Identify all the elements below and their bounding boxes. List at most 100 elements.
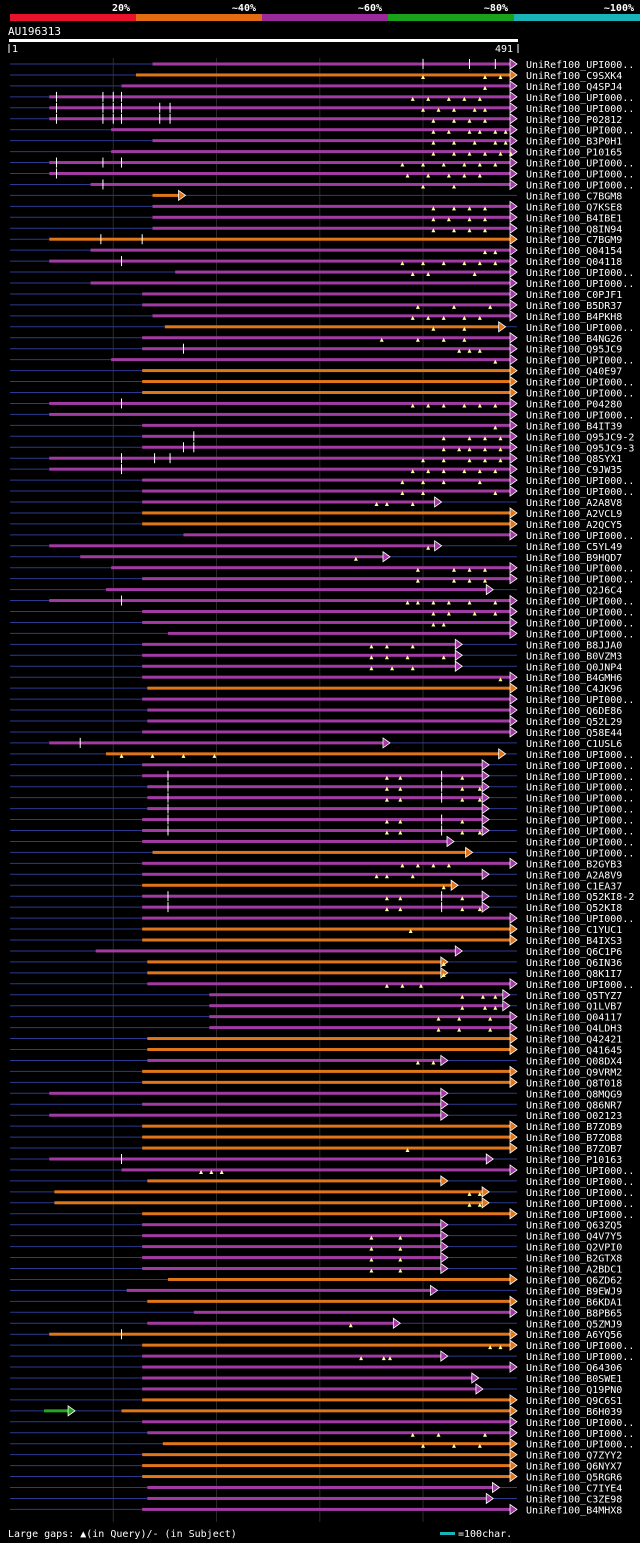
hit-name[interactable]: UniRef100_B9HQD7 <box>526 553 622 564</box>
hit-row[interactable]: UniRef100_P10163 <box>10 1153 622 1166</box>
hit-row[interactable]: UniRef100_Q8T018 <box>10 1076 622 1089</box>
hit-name[interactable]: UniRef100_Q86NR7 <box>526 1100 622 1111</box>
hit-row[interactable]: UniRef100_B4NG26 <box>10 331 622 345</box>
hit-row[interactable]: UniRef100_C1USL6 <box>10 737 622 750</box>
hit-row[interactable]: UniRef100_UPI000.. <box>10 780 634 794</box>
hit-row[interactable]: UniRef100_Q7ZYY2 <box>10 1448 622 1462</box>
hit-row[interactable]: UniRef100_UPI000.. <box>10 485 634 498</box>
hit-row[interactable]: UniRef100_Q5TYZ7 <box>10 988 622 1002</box>
hit-name[interactable]: UniRef100_Q08DX4 <box>526 1056 622 1067</box>
hit-name[interactable]: UniRef100_B4PKH8 <box>526 312 622 323</box>
hit-name[interactable]: UniRef100_A2QCY5 <box>526 520 622 531</box>
hit-row[interactable]: UniRef100_Q5ZMJ9 <box>10 1317 622 1330</box>
hit-name[interactable]: UniRef100_UPI000.. <box>526 378 634 389</box>
hit-row[interactable]: UniRef100_Q64306 <box>10 1361 622 1374</box>
hit-row[interactable]: UniRef100_A2A8V9 <box>10 868 622 881</box>
hit-name[interactable]: UniRef100_UPI000.. <box>526 268 634 279</box>
hit-row[interactable]: UniRef100_UPI000.. <box>10 769 634 783</box>
hit-row[interactable]: UniRef100_B9EWJ9 <box>10 1284 622 1297</box>
hit-row[interactable]: UniRef100_UPI000.. <box>10 616 634 629</box>
hit-row[interactable]: UniRef100_UPI000.. <box>10 529 634 542</box>
hit-row[interactable]: UniRef100_C5YL49 <box>10 540 622 553</box>
hit-row[interactable]: UniRef100_Q6IN36 <box>10 956 622 969</box>
hit-name[interactable]: UniRef100_B0SWE1 <box>526 1374 622 1385</box>
hit-name[interactable]: UniRef100_UPI000.. <box>526 772 634 783</box>
hit-name[interactable]: UniRef100_UPI000.. <box>526 1199 634 1210</box>
hit-name[interactable]: UniRef100_UPI000.. <box>526 389 634 400</box>
hit-row[interactable]: UniRef100_UPI000.. <box>10 123 634 137</box>
hit-row[interactable]: UniRef100_Q7KSE8 <box>10 200 622 213</box>
hit-row[interactable]: UniRef100_Q58E44 <box>10 726 622 739</box>
hit-row[interactable]: UniRef100_Q52KI8-2 <box>10 890 634 903</box>
hit-name[interactable]: UniRef100_UPI000.. <box>526 1440 634 1451</box>
hit-name[interactable]: UniRef100_B3P0H1 <box>526 137 622 148</box>
hit-name[interactable]: UniRef100_Q58E44 <box>526 728 622 739</box>
hit-row[interactable]: UniRef100_B4GMH6 <box>10 671 622 684</box>
hit-row[interactable]: UniRef100_Q9C6S1 <box>10 1394 622 1407</box>
hit-row[interactable]: UniRef100_UPI000.. <box>10 408 634 421</box>
hit-row[interactable]: UniRef100_UPI000.. <box>10 835 634 848</box>
hit-name[interactable]: UniRef100_UPI000.. <box>526 487 634 498</box>
hit-row[interactable]: UniRef100_B6H039 <box>10 1405 622 1418</box>
hit-name[interactable]: UniRef100_UPI000.. <box>526 1188 634 1199</box>
hit-name[interactable]: UniRef100_UPI000.. <box>526 608 634 619</box>
hit-row[interactable]: UniRef100_UPI000.. <box>10 1350 634 1363</box>
hit-row[interactable]: UniRef100_Q63ZQ5 <box>10 1218 622 1232</box>
hit-name[interactable]: UniRef100_UPI000.. <box>526 279 634 290</box>
hit-row[interactable]: UniRef100_Q6DE86 <box>10 704 622 717</box>
hit-row[interactable]: UniRef100_C9SXK4 <box>10 69 622 82</box>
hit-name[interactable]: UniRef100_Q8K1I7 <box>526 969 622 980</box>
hit-name[interactable]: UniRef100_B4MHX8 <box>526 1505 622 1516</box>
hit-name[interactable]: UniRef100_UPI000.. <box>526 783 634 794</box>
hit-row[interactable]: UniRef100_UPI000.. <box>10 375 634 389</box>
hit-row[interactable]: UniRef100_C1EA37 <box>10 879 622 892</box>
hit-name[interactable]: UniRef100_UPI000.. <box>526 805 634 816</box>
hit-name[interactable]: UniRef100_A2BDC1 <box>526 1265 622 1276</box>
hit-row[interactable]: UniRef100_Q08DX4 <box>10 1054 622 1067</box>
hit-row[interactable]: UniRef100_B4IXS3 <box>10 934 622 947</box>
hit-name[interactable]: UniRef100_B8JJA0 <box>526 640 622 651</box>
hit-name[interactable]: UniRef100_Q0JNP4 <box>526 662 622 673</box>
hit-name[interactable]: UniRef100_B2GTX8 <box>526 1254 622 1265</box>
hit-name[interactable]: UniRef100_Q04118 <box>526 257 622 268</box>
hit-row[interactable]: UniRef100_UPI000.. <box>10 266 634 279</box>
hit-name[interactable]: UniRef100_Q4SPJ4 <box>526 82 622 93</box>
hit-row[interactable]: UniRef100_C3ZE98 <box>10 1492 622 1505</box>
hit-name[interactable]: UniRef100_UPI000.. <box>526 104 634 115</box>
hit-row[interactable]: UniRef100_UPI000.. <box>10 594 634 608</box>
hit-row[interactable]: UniRef100_Q19PN0 <box>10 1383 622 1396</box>
hit-row[interactable]: UniRef100_Q8MQG9 <box>10 1087 622 1100</box>
hit-row[interactable]: UniRef100_C7BGM8 <box>10 189 622 202</box>
hit-name[interactable]: UniRef100_UPI000.. <box>526 1429 634 1440</box>
hit-name[interactable]: UniRef100_P02812 <box>526 115 622 126</box>
hit-row[interactable]: UniRef100_UPI000.. <box>10 605 634 619</box>
hit-row[interactable]: UniRef100_Q4SPJ4 <box>10 80 622 93</box>
hit-name[interactable]: UniRef100_B6KDA1 <box>526 1297 622 1308</box>
hit-name[interactable]: UniRef100_C3ZE98 <box>526 1494 622 1505</box>
hit-row[interactable]: UniRef100_UPI000.. <box>10 748 634 761</box>
hit-name[interactable]: UniRef100_UPI000.. <box>526 837 634 848</box>
hit-row[interactable]: UniRef100_Q04118 <box>10 255 622 268</box>
hit-row[interactable]: UniRef100_Q9VRM2 <box>10 1065 622 1078</box>
hit-name[interactable]: UniRef100_B2GYB3 <box>526 859 622 870</box>
hit-name[interactable]: UniRef100_UPI000.. <box>526 827 634 838</box>
hit-row[interactable]: UniRef100_Q4V7Y5 <box>10 1229 622 1243</box>
hit-row[interactable]: UniRef100_Q6NYX7 <box>10 1459 622 1473</box>
hit-row[interactable]: UniRef100_UPI000.. <box>10 1339 634 1352</box>
hit-name[interactable]: UniRef100_UPI000.. <box>526 410 634 421</box>
hit-row[interactable]: UniRef100_UPI000.. <box>10 1207 634 1221</box>
hit-name[interactable]: UniRef100_Q4LDH3 <box>526 1024 622 1035</box>
hit-row[interactable]: UniRef100_B7ZOB8 <box>10 1131 622 1144</box>
hit-row[interactable]: UniRef100_A2A8V8 <box>10 496 622 509</box>
hit-name[interactable]: UniRef100_C7BGM8 <box>526 191 622 202</box>
hit-row[interactable]: UniRef100_Q8SYX1 <box>10 452 622 465</box>
hit-name[interactable]: UniRef100_Q42421 <box>526 1035 622 1046</box>
hit-name[interactable]: UniRef100_Q7KSE8 <box>526 202 622 213</box>
hit-name[interactable]: UniRef100_UPI000.. <box>526 597 634 608</box>
hit-row[interactable]: UniRef100_Q0JNP4 <box>10 660 622 673</box>
hit-name[interactable]: UniRef100_UPI000.. <box>526 323 634 334</box>
hit-row[interactable]: UniRef100_UPI000.. <box>10 802 634 816</box>
hit-name[interactable]: UniRef100_UPI000.. <box>526 1166 634 1177</box>
hit-row[interactable]: UniRef100_UPI000.. <box>10 474 634 487</box>
hit-row[interactable]: UniRef100_UPI000.. <box>10 91 634 104</box>
